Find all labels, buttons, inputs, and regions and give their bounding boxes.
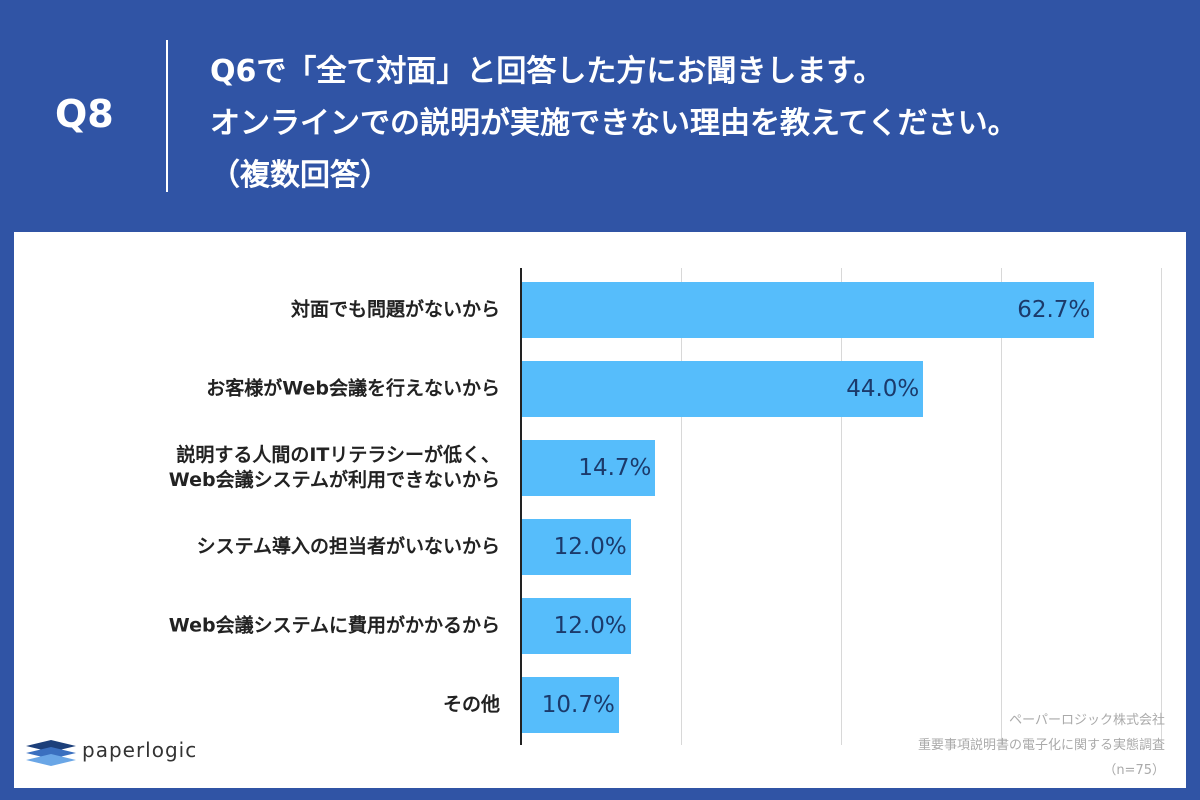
grid-line (841, 268, 842, 745)
logo-icon (26, 740, 76, 766)
bar (521, 677, 619, 733)
bar (521, 361, 924, 417)
grid-line (681, 268, 682, 745)
value-label: 10.7% (541, 692, 615, 718)
question-label: Q8 (55, 92, 114, 136)
value-label: 14.7% (578, 455, 652, 481)
axis-line (520, 268, 522, 745)
logo-text: paperlogic (82, 738, 198, 762)
category-label: システム導入の担当者がいないから (196, 535, 500, 558)
category-label: 対面でも問題がないから (290, 298, 500, 321)
category-label: Web会議システムに費用がかかるから (168, 614, 500, 637)
grid-line (1161, 268, 1162, 745)
value-label: 12.0% (553, 534, 627, 560)
value-label: 12.0% (553, 613, 627, 639)
value-label: 44.0% (846, 376, 920, 402)
value-label: 62.7% (1017, 297, 1091, 323)
divider (166, 40, 168, 192)
bar (521, 440, 656, 496)
grid-line (1001, 268, 1002, 745)
category-label: お客様がWeb会議を行えないから (206, 377, 500, 400)
source-text: 重要事項説明書の電子化に関する実態調査 (917, 738, 1165, 753)
bar (521, 598, 631, 654)
bar (521, 282, 1095, 338)
category-label: 説明する人間のITリテラシーが低く、 Web会議システムが利用できないから (168, 444, 500, 491)
chart-title: Q6で「全て対面」と回答した方にお聞きします。 オンラインでの説明が実施できない… (210, 54, 1018, 193)
bar (521, 519, 631, 575)
source-text: （n=75） (1103, 763, 1165, 778)
source-text: ペーパーロジック株式会社 (1009, 713, 1165, 728)
category-label: その他 (442, 693, 500, 716)
